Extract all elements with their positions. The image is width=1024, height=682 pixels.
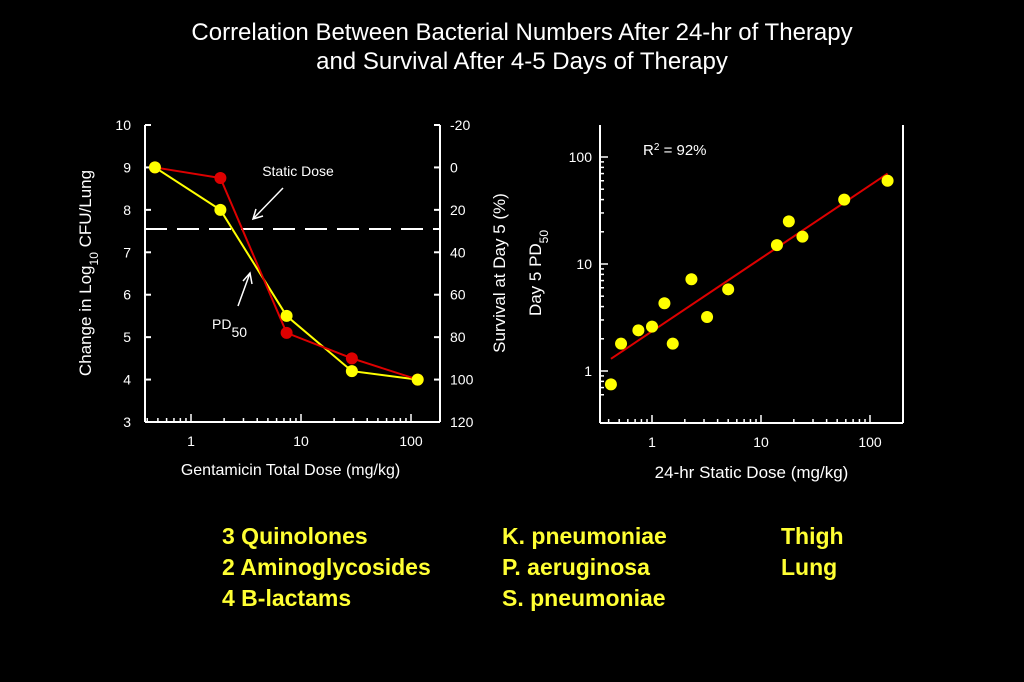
left-y-tick-label: 9 <box>123 159 131 175</box>
left-y-axis-title: Change in Log10 CFU/Lung <box>76 170 101 376</box>
scatter-point <box>881 174 894 187</box>
right-y-tick-label: 0 <box>450 159 458 175</box>
scatter-point <box>685 273 698 286</box>
right-y-tick-label: 100 <box>450 372 474 388</box>
scatter-y-tick-label: 1 <box>584 363 592 379</box>
footer-organisms: K. pneumoniae P. aeruginosa S. pneumonia… <box>502 521 667 614</box>
right-chart: 1 10 100 1 10 100 24-hr Static Dose (mg/kg) R2 … <box>569 125 904 482</box>
footer-site-2: Lung <box>781 554 838 580</box>
left-y-tick-label: 7 <box>123 244 131 260</box>
scatter-point <box>658 297 671 310</box>
right-y-tick-label: 20 <box>450 202 466 218</box>
scatter-point <box>632 324 645 337</box>
static-dose-label: Static Dose <box>262 163 334 179</box>
static-dose-arrowhead <box>251 208 264 221</box>
footer-organism-2: P. aeruginosa <box>502 554 650 580</box>
footer-drug-classes: 3 Quinolones 2 Aminoglycosides 4 B-lacta… <box>222 521 431 614</box>
r-squared-sup: 2 <box>654 142 660 153</box>
x-tick-label: 100 <box>399 433 423 449</box>
pd50-arrow <box>237 272 251 307</box>
pd50-label-sub: 50 <box>231 324 247 340</box>
right-y-axis-title-survival: Survival at Day 5 (%) <box>490 193 509 353</box>
scatter-x-axis-title: 24-hr Static Dose (mg/kg) <box>655 463 849 482</box>
right-y-tick-label: 60 <box>450 287 466 303</box>
right-y-axis-title-pd50-sub: 50 <box>537 230 551 244</box>
r-squared-main: R <box>643 142 654 159</box>
scatter-point <box>770 239 783 252</box>
left-y-tick-label: 10 <box>115 117 131 133</box>
right-y-tick-label: 120 <box>450 414 474 430</box>
scatter-x-tick-label: 10 <box>753 434 769 450</box>
left-y-axis-title-tail: CFU/Lung <box>76 170 95 252</box>
scatter-point <box>604 378 617 391</box>
left-y-axis-title-sub: 10 <box>87 252 101 266</box>
red-series-point <box>214 172 227 185</box>
r-squared-label: R2 = 92% <box>643 142 707 160</box>
scatter-point <box>796 230 809 243</box>
right-y-tick-label: 40 <box>450 244 466 260</box>
yellow-series-point <box>148 161 161 174</box>
yellow-series-point <box>411 373 424 386</box>
yellow-series-point <box>214 203 227 216</box>
static-dose-arrow <box>252 187 284 220</box>
x-axis-title: Gentamicin Total Dose (mg/kg) <box>181 462 400 479</box>
yellow-series-line <box>154 166 418 381</box>
scatter-point <box>646 320 658 333</box>
left-y-tick-label: 6 <box>123 287 131 303</box>
left-y-tick-label: 3 <box>123 414 131 430</box>
footer-organism-1: K. pneumoniae <box>502 523 667 549</box>
pd50-label-main: PD <box>212 316 231 332</box>
scatter-point <box>722 283 735 296</box>
scatter-point <box>838 193 851 206</box>
title-line-1: Correlation Between Bacterial Numbers Af… <box>191 19 853 46</box>
left-y-tick-label: 4 <box>123 372 131 388</box>
x-tick-label: 1 <box>187 433 195 449</box>
x-tick-label: 10 <box>293 433 309 449</box>
footer-organism-3: S. pneumoniae <box>502 585 666 611</box>
title-line-2: and Survival After 4-5 Days of Therapy <box>316 48 728 75</box>
left-chart: 3 4 5 6 7 8 9 10 120 100 80 60 40 20 0 -20 1 10 100 Gentami… <box>76 117 551 479</box>
scatter-point <box>782 215 795 228</box>
right-y-tick-label: -20 <box>450 117 470 133</box>
footer-drug-2: 2 Aminoglycosides <box>222 554 431 580</box>
scatter-x-tick-label: 1 <box>648 434 656 450</box>
red-series-point <box>345 352 358 365</box>
right-y-tick-label: 80 <box>450 329 466 345</box>
red-series-line <box>154 166 418 381</box>
chart-title: Correlation Between Bacterial Numbers Af… <box>0 18 1024 76</box>
right-y-axis-title-pd50-main: Day 5 PD <box>526 243 545 316</box>
footer-drug-3: 4 B-lactams <box>222 585 352 611</box>
scatter-y-tick-label: 100 <box>569 149 593 165</box>
r-squared-tail: = 92% <box>659 142 706 159</box>
right-y-axis-title-pd50: Day 5 PD50 <box>526 230 551 316</box>
scatter-x-tick-label: 100 <box>858 434 882 450</box>
yellow-series-point <box>280 309 293 322</box>
scatter-point <box>701 310 714 323</box>
scatter-y-tick-label: 10 <box>576 256 592 272</box>
scatter-point <box>615 337 628 350</box>
left-y-tick-label: 5 <box>123 329 131 345</box>
left-y-axis-title-main: Change in Log <box>76 265 95 376</box>
pd50-label: PD50 <box>212 316 247 340</box>
left-y-tick-label: 8 <box>123 202 131 218</box>
footer-drug-1: 3 Quinolones <box>222 523 368 549</box>
red-series-point <box>280 326 293 339</box>
scatter-point <box>666 337 679 350</box>
pd50-arrowhead <box>242 271 253 285</box>
yellow-series-point <box>345 365 358 378</box>
footer-site-1: Thigh <box>781 523 844 549</box>
footer-sites: Thigh Lung <box>781 521 844 583</box>
